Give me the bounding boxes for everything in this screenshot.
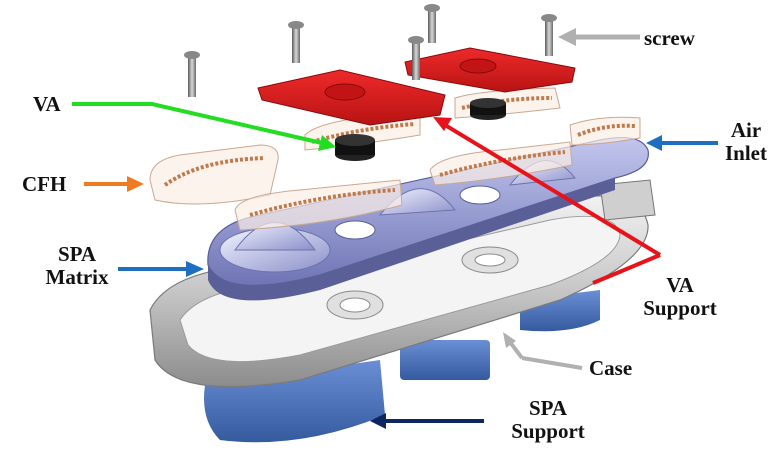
spa-support-label-line1: SPA [528, 396, 568, 420]
spa-matrix-label-line2: Matrix [45, 265, 109, 289]
va-support-part [257, 47, 576, 126]
screw-label: screw [644, 26, 695, 50]
va-arrow [72, 102, 336, 151]
va-support-arrow [433, 117, 662, 285]
spa-matrix-label: SPA Matrix [32, 243, 122, 289]
spa-support-label-line2: Support [511, 419, 585, 443]
cfh-arrow [84, 176, 144, 192]
va-support-label-line2: Support [643, 296, 717, 320]
screw-part [184, 4, 557, 97]
cfh-label: CFH [22, 172, 67, 196]
screw-arrow [558, 28, 640, 46]
cfh-coil-middle [234, 179, 403, 231]
air-inlet-label-line1: Air [730, 118, 762, 142]
spa-support-label: SPA Support [488, 397, 608, 443]
case-label: Case [589, 356, 633, 380]
air-inlet-label: Air Inlet [716, 119, 776, 165]
case-arrow [503, 332, 583, 370]
spa-matrix-arrow [118, 261, 204, 277]
case-part [149, 179, 656, 388]
spa-matrix-label-line1: SPA [57, 242, 97, 266]
air-inlet-label-line2: Inlet [725, 141, 767, 165]
cfh-coil-right [429, 116, 641, 186]
va-part [335, 98, 506, 161]
spa-support-arrow [370, 413, 484, 429]
spa-matrix-part [207, 137, 649, 301]
air-inlet-arrow [646, 135, 718, 151]
va-support-label: VA Support [625, 274, 735, 320]
cfh-coil-left [149, 144, 279, 205]
va-label: VA [33, 92, 61, 116]
va-support-label-line1: VA [666, 273, 694, 297]
